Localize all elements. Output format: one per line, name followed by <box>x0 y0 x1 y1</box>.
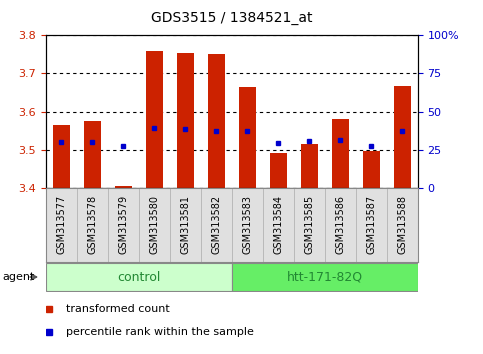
Bar <box>53 125 70 188</box>
Text: GSM313578: GSM313578 <box>87 195 98 254</box>
Text: GDS3515 / 1384521_at: GDS3515 / 1384521_at <box>151 11 313 25</box>
Text: GSM313581: GSM313581 <box>180 195 190 254</box>
Text: agent: agent <box>2 272 35 282</box>
Bar <box>270 153 287 188</box>
Bar <box>301 144 318 188</box>
Bar <box>115 186 132 188</box>
Bar <box>46 263 232 291</box>
Text: GSM313579: GSM313579 <box>118 195 128 254</box>
Text: GSM313587: GSM313587 <box>366 195 376 254</box>
Bar <box>394 86 411 188</box>
Text: htt-171-82Q: htt-171-82Q <box>287 270 363 284</box>
Text: GSM313583: GSM313583 <box>242 195 252 254</box>
Bar <box>232 263 418 291</box>
Text: control: control <box>117 270 160 284</box>
Bar <box>332 119 349 188</box>
Bar <box>146 51 163 188</box>
Text: GSM313580: GSM313580 <box>149 195 159 254</box>
Bar <box>239 87 256 188</box>
Text: GSM313588: GSM313588 <box>398 195 407 254</box>
Text: GSM313586: GSM313586 <box>335 195 345 254</box>
Bar <box>84 121 101 188</box>
Text: GSM313577: GSM313577 <box>57 195 66 254</box>
Text: transformed count: transformed count <box>66 304 170 314</box>
Text: GSM313584: GSM313584 <box>273 195 284 254</box>
Text: GSM313585: GSM313585 <box>304 195 314 254</box>
Bar <box>177 52 194 188</box>
Bar <box>208 55 225 188</box>
Bar <box>363 152 380 188</box>
Text: percentile rank within the sample: percentile rank within the sample <box>66 327 254 337</box>
Text: GSM313582: GSM313582 <box>212 195 221 254</box>
